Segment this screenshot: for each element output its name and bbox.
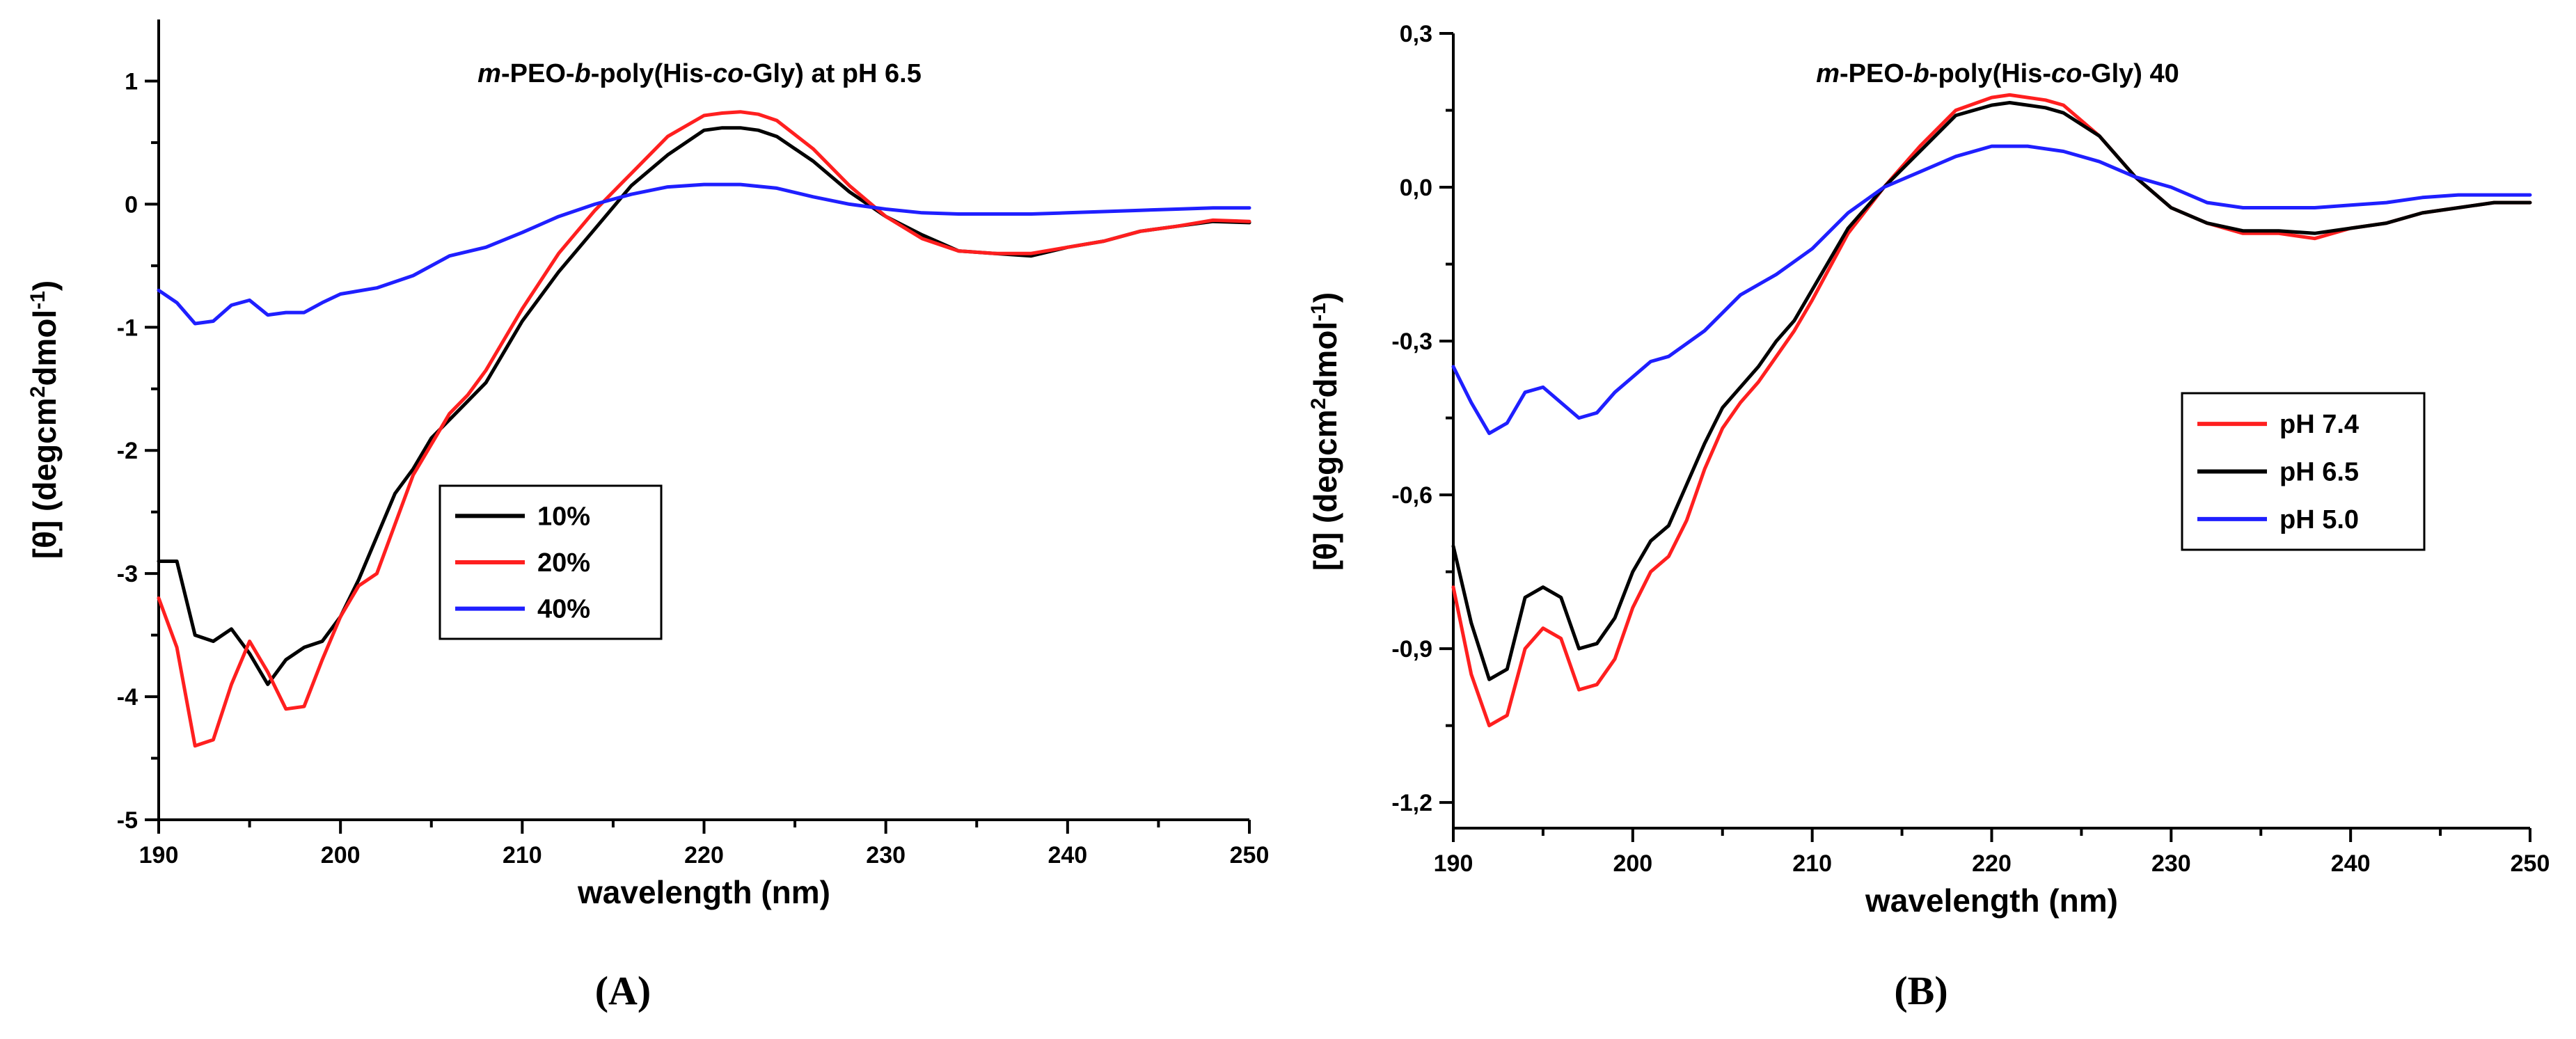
- x-tick-label: 230: [866, 842, 906, 869]
- y-tick-label: -4: [117, 684, 138, 711]
- legend-label: pH 7.4: [2279, 410, 2359, 439]
- legend: pH 7.4 pH 6.5 pH 5.0: [2181, 392, 2426, 551]
- y-tick-label: -1: [117, 315, 138, 341]
- legend-label: 10%: [537, 502, 590, 531]
- x-tick-label: 240: [1048, 842, 1087, 869]
- legend-label: 40%: [537, 595, 590, 624]
- x-tick-label: 200: [1613, 850, 1652, 877]
- y-tick-label: 0,3: [1400, 21, 1432, 47]
- x-axis-title: wavelength (nm): [577, 874, 830, 910]
- y-tick-label: -0,9: [1391, 636, 1432, 663]
- chart-panel-1: 190 200 210 220 230 240 250 -5 -4 -3 -2 -1 0 1 wavelen…: [26, 19, 1270, 1013]
- series-line-ph-7-4: [1451, 93, 2532, 728]
- x-tick-label: 240: [2331, 850, 2371, 877]
- panel-label: (A): [595, 968, 651, 1013]
- legend: 10% 20% 40%: [438, 484, 663, 640]
- x-tick-label: 220: [684, 842, 724, 869]
- x-axis-title: wavelength (nm): [1865, 882, 2118, 919]
- x-tick-label: 220: [1972, 850, 2012, 877]
- legend-label: 20%: [537, 548, 590, 578]
- series-line-ph-6-5: [1451, 101, 2532, 681]
- x-tick-label: 190: [1434, 850, 1473, 877]
- y-tick-label: 0,0: [1400, 175, 1432, 201]
- chart-title: m-PEO-b-poly(His-co-Gly) at pH 6.5: [477, 59, 922, 88]
- y-tick-label: 0: [125, 191, 138, 218]
- y-tick-label: -0,6: [1391, 482, 1432, 509]
- y-tick-label: -5: [117, 807, 138, 834]
- chart-panel-2: 190 200 210 220 230 240 250 -1,2 -0,9 -0,6 -0,3 0,0…: [1307, 21, 2550, 1013]
- legend-label: pH 5.0: [2279, 505, 2359, 534]
- x-tick-label: 210: [1792, 850, 1832, 877]
- x-tick-label: 250: [2511, 850, 2550, 877]
- y-tick-label: -1,2: [1391, 790, 1432, 816]
- chart-title: m-PEO-b-poly(His-co-Gly) 40: [1816, 59, 2179, 88]
- y-axis-title: [θ] (degcm2dmol-1): [26, 280, 63, 559]
- y-axis-title: [θ] (degcm2dmol-1): [1307, 292, 1344, 571]
- x-tick-label: 200: [321, 842, 361, 869]
- legend-label: pH 6.5: [2279, 458, 2359, 487]
- x-tick-label: 230: [2151, 850, 2191, 877]
- y-tick-label: -3: [117, 561, 138, 587]
- y-tick-label: -2: [117, 438, 138, 464]
- x-tick-label: 190: [139, 842, 179, 869]
- series-line-40: [157, 182, 1251, 326]
- y-tick-label: -0,3: [1391, 328, 1432, 355]
- x-tick-label: 250: [1230, 842, 1270, 869]
- series-line-20: [157, 110, 1251, 748]
- series-line-ph-5-0: [1451, 144, 2532, 436]
- x-tick-label: 210: [503, 842, 542, 869]
- panel-label: (B): [1894, 968, 1947, 1013]
- y-tick-label: 1: [125, 68, 138, 95]
